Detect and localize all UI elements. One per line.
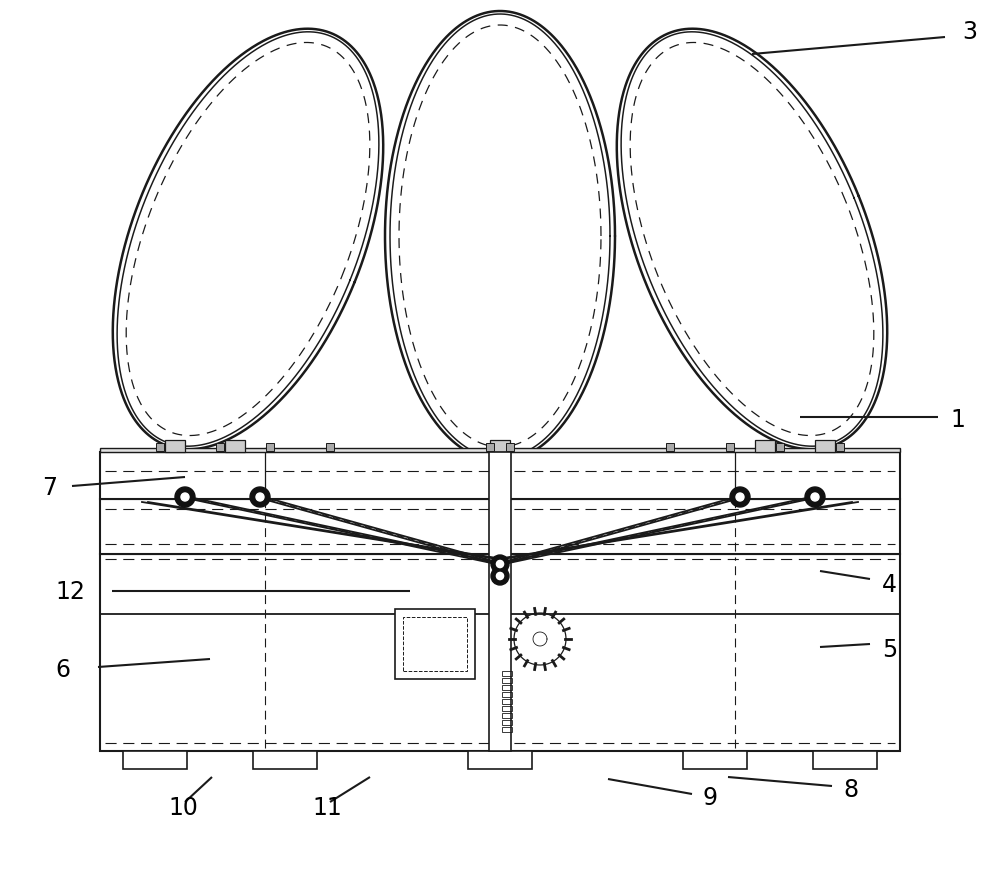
- Bar: [489, 453, 511, 751]
- Bar: [683, 751, 747, 769]
- Bar: [506, 443, 514, 452]
- Bar: [403, 617, 467, 671]
- Bar: [815, 441, 835, 453]
- Circle shape: [250, 488, 270, 507]
- Circle shape: [811, 494, 819, 501]
- Circle shape: [736, 494, 744, 501]
- Bar: [253, 751, 317, 769]
- Bar: [502, 678, 512, 683]
- Bar: [502, 706, 512, 711]
- Bar: [100, 500, 900, 554]
- Circle shape: [175, 488, 195, 507]
- Text: 1: 1: [950, 408, 965, 432]
- Circle shape: [256, 494, 264, 501]
- Bar: [666, 443, 674, 452]
- Bar: [776, 443, 784, 452]
- Bar: [502, 713, 512, 718]
- Bar: [813, 751, 877, 769]
- Bar: [123, 751, 187, 769]
- Text: 12: 12: [55, 580, 85, 603]
- Circle shape: [805, 488, 825, 507]
- Bar: [216, 443, 224, 452]
- Bar: [502, 720, 512, 725]
- Text: 5: 5: [882, 637, 897, 661]
- Bar: [502, 700, 512, 704]
- Bar: [726, 443, 734, 452]
- Bar: [468, 751, 532, 769]
- Text: 3: 3: [962, 20, 977, 44]
- Circle shape: [491, 555, 509, 574]
- Bar: [326, 443, 334, 452]
- Circle shape: [496, 573, 504, 580]
- Bar: [266, 443, 274, 452]
- Text: 7: 7: [42, 475, 57, 500]
- Circle shape: [496, 561, 504, 568]
- Bar: [225, 441, 245, 453]
- Circle shape: [181, 494, 189, 501]
- Bar: [502, 727, 512, 733]
- Bar: [502, 671, 512, 676]
- Text: 11: 11: [312, 795, 342, 819]
- Bar: [165, 441, 185, 453]
- Text: 9: 9: [703, 785, 718, 809]
- Circle shape: [730, 488, 750, 507]
- Bar: [490, 441, 510, 453]
- Bar: [755, 441, 775, 453]
- Text: 10: 10: [168, 795, 198, 819]
- Circle shape: [491, 567, 509, 586]
- Text: 8: 8: [843, 777, 858, 801]
- Text: 4: 4: [882, 573, 897, 596]
- Bar: [395, 609, 475, 680]
- Bar: [156, 443, 164, 452]
- Bar: [100, 453, 900, 500]
- Text: 6: 6: [55, 657, 70, 681]
- Bar: [100, 554, 900, 751]
- Bar: [486, 443, 494, 452]
- Bar: [836, 443, 844, 452]
- Bar: [100, 448, 900, 453]
- Bar: [502, 693, 512, 697]
- Bar: [502, 686, 512, 690]
